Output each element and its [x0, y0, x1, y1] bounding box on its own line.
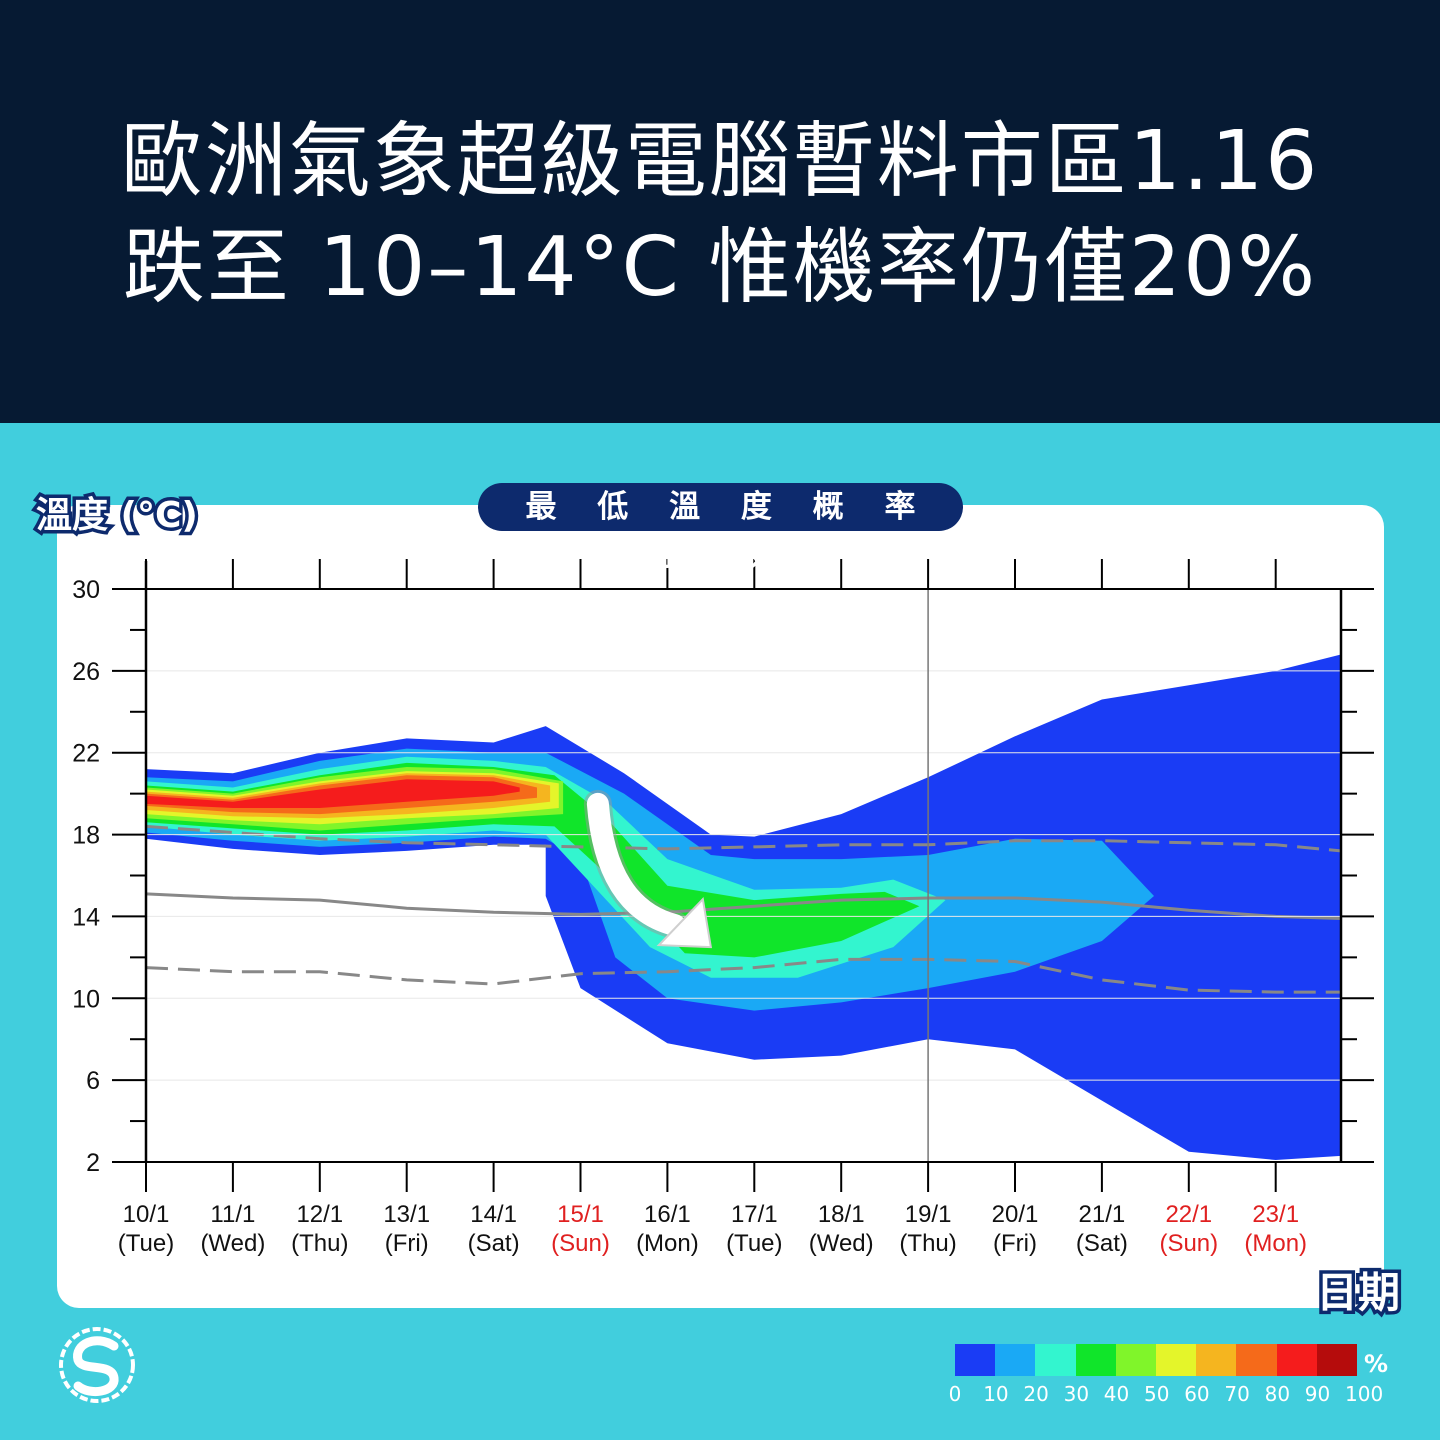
y-tick-label: 26 — [72, 658, 100, 686]
x-tick-label-day: (Fri) — [385, 1230, 429, 1257]
x-tick-label-day: (Mon) — [1244, 1230, 1307, 1257]
colorbar-swatch — [1115, 1344, 1157, 1376]
colorbar-label: 20 — [1023, 1382, 1049, 1406]
arrow-head — [656, 896, 713, 949]
colorbar-label: 90 — [1304, 1382, 1331, 1406]
x-tick-label-date: 14/1 — [470, 1201, 517, 1228]
y-tick-label: 22 — [72, 740, 100, 768]
colorbar-label: 100 — [1345, 1382, 1384, 1406]
band-80-percent — [146, 779, 520, 808]
x-tick-label-date: 13/1 — [383, 1201, 430, 1228]
x-tick-label-day: (Wed) — [200, 1230, 265, 1257]
y-tick-label: 30 — [72, 576, 100, 604]
x-tick-label-day: (Sat) — [1076, 1230, 1128, 1257]
x-tick-label-day: (Tue) — [726, 1230, 782, 1257]
observatory-logo-icon — [59, 1327, 135, 1403]
colorbar-label: 30 — [1063, 1382, 1090, 1406]
headline-line-1: 歐洲氣象超級電腦暫料市區1.16 — [120, 114, 1320, 209]
colorbar-swatch — [1316, 1344, 1358, 1376]
y-tick-label: 6 — [86, 1067, 100, 1095]
x-tick-label-date: 11/1 — [210, 1201, 255, 1228]
x-tick-label-day: (Wed) — [809, 1230, 874, 1257]
x-tick-label-day: (Sun) — [1159, 1230, 1218, 1257]
x-tick-label-day: (Sun) — [551, 1230, 610, 1257]
colorbar-label: 40 — [1103, 1382, 1130, 1406]
colorbar-unit: % — [1364, 1350, 1389, 1378]
colorbar-swatch — [1236, 1344, 1278, 1376]
x-tick-label-day: (Thu) — [291, 1230, 348, 1257]
colorbar-swatch — [1156, 1344, 1197, 1376]
climatology-lines — [146, 824, 1341, 994]
y-tick-label: 14 — [72, 903, 100, 931]
colorbar-label: 70 — [1224, 1382, 1250, 1406]
y-tick-label: 10 — [72, 985, 100, 1013]
x-tick-label-day: (Sat) — [468, 1230, 520, 1257]
headline-line-2: 跌至 10–14°C 惟機率仍僅20% — [122, 220, 1318, 315]
colorbar-label: 10 — [983, 1382, 1009, 1406]
x-tick-label-date: 23/1 — [1252, 1201, 1299, 1228]
x-tick-label-date: 20/1 — [992, 1201, 1039, 1228]
climatology-mean-line — [146, 892, 1341, 920]
x-tick-label-date: 10/1 — [123, 1201, 170, 1228]
colorbar-label: 80 — [1264, 1382, 1291, 1406]
colorbar-swatch — [1075, 1344, 1117, 1376]
arrow-shaft — [586, 792, 686, 937]
x-tick-label-day: (Thu) — [899, 1230, 956, 1257]
x-tick-label-date: 19/1 — [905, 1201, 952, 1228]
x-tick-label-date: 12/1 — [296, 1201, 343, 1228]
x-tick-label-day: (Mon) — [636, 1230, 699, 1257]
colorbar-swatch — [1035, 1344, 1077, 1376]
colorbar-swatch — [995, 1344, 1036, 1376]
y-axis-label: 溫度 (°C) — [33, 492, 202, 540]
y-tick-label: 18 — [72, 822, 100, 850]
x-tick-label-date: 16/1 — [644, 1201, 691, 1228]
colorbar-swatch — [1276, 1344, 1318, 1376]
x-tick-label-date: 22/1 — [1165, 1201, 1212, 1228]
trend-arrow-icon — [583, 789, 713, 949]
chart-axes: 2610141822263010/1(Tue)11/1(Wed)12/1(Thu… — [72, 559, 1374, 1257]
chart-title: 最 低 溫 度 概 率 預 報 — [478, 483, 963, 573]
x-tick-label-day: (Tue) — [118, 1230, 174, 1257]
colorbar-swatch — [1196, 1344, 1237, 1376]
x-tick-label-date: 15/1 — [557, 1201, 604, 1228]
climatology-upper-line — [146, 824, 1341, 853]
x-tick-label-date: 17/1 — [731, 1201, 778, 1228]
header-banner: 歐洲氣象超級電腦暫料市區1.16 跌至 10–14°C 惟機率仍僅20% — [0, 0, 1440, 423]
x-tick-label-day: (Fri) — [993, 1230, 1037, 1257]
colorbar-label: 0 — [948, 1382, 962, 1406]
colorbar-swatch — [955, 1344, 996, 1376]
x-axis-label: 日期 — [1312, 1265, 1403, 1321]
x-tick-label-date: 21/1 — [1079, 1201, 1126, 1228]
colorbar-label: 60 — [1184, 1382, 1210, 1406]
y-tick-label: 2 — [86, 1149, 100, 1177]
x-tick-label-date: 18/1 — [818, 1201, 865, 1228]
colorbar-label: 50 — [1144, 1382, 1170, 1406]
climatology-lower-line — [146, 957, 1341, 994]
